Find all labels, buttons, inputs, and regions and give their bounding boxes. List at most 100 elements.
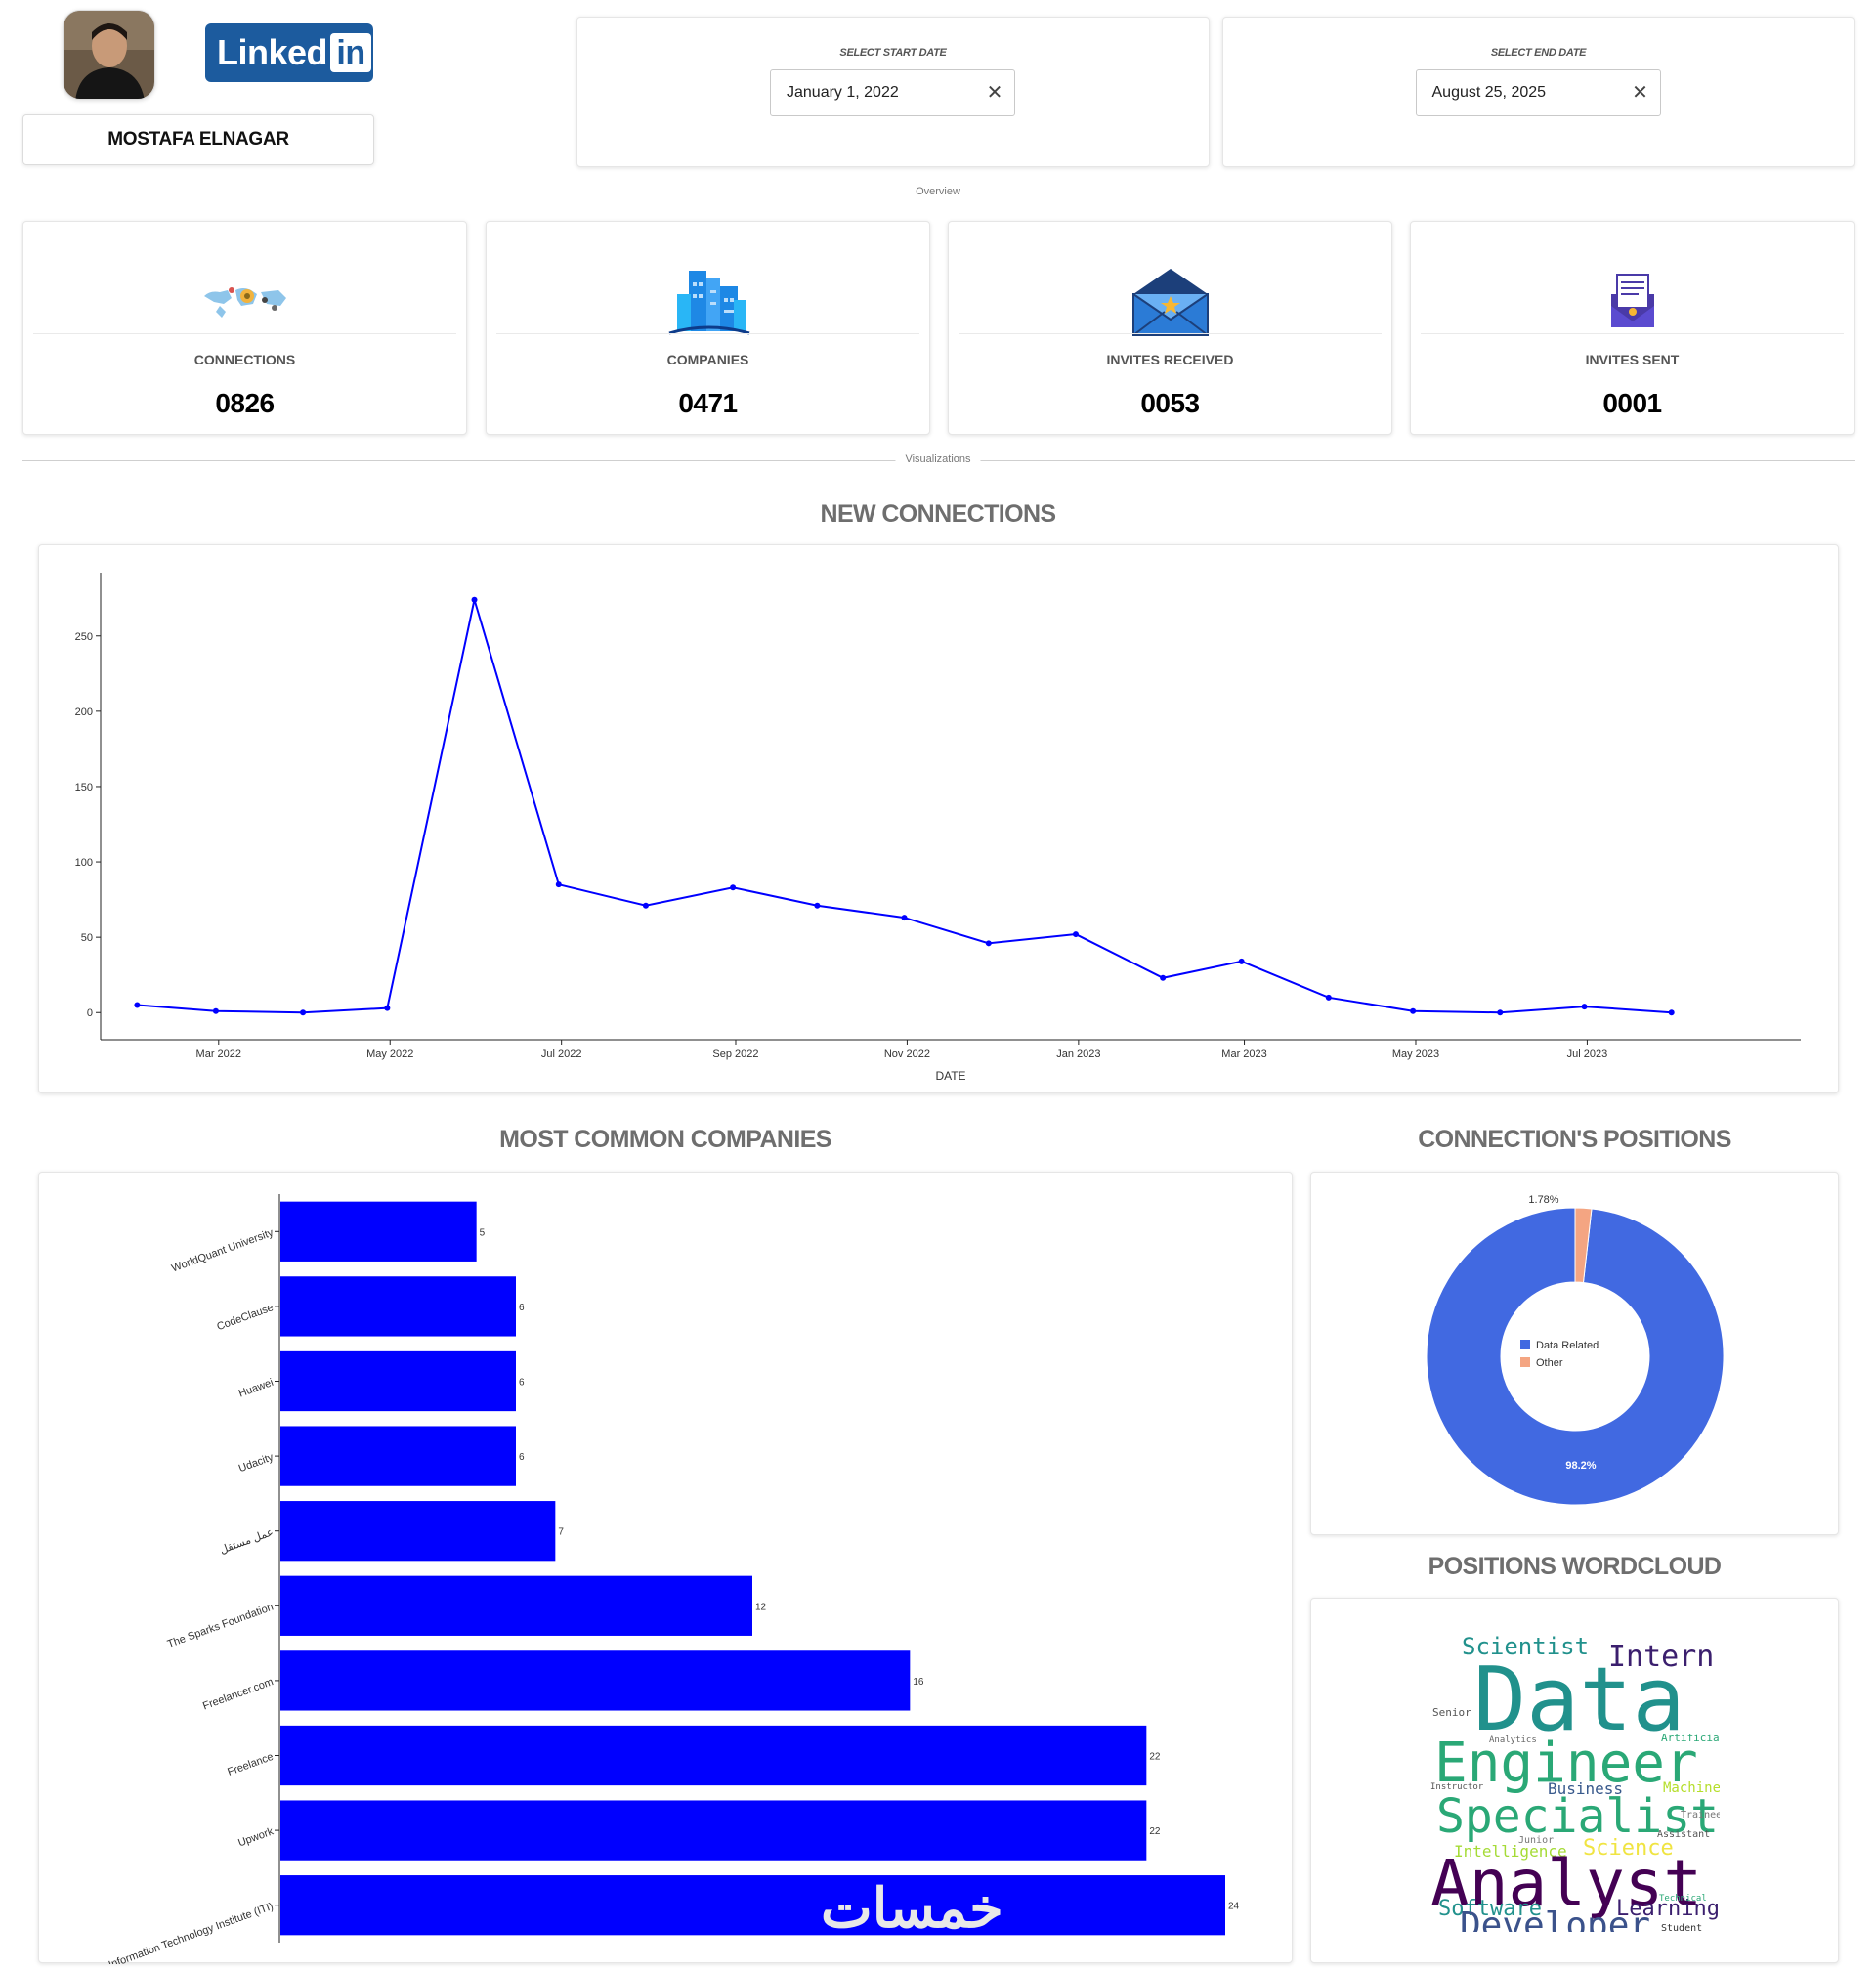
new-connections-chart-card: 0 50 100 150 200 250 Mar 2022 May 2022 Jul 2022 S…: [38, 544, 1839, 1093]
linkedin-logo-text: Linked: [217, 32, 328, 72]
wordcloud-word: Trainee: [1681, 1810, 1720, 1820]
clear-start-date-icon[interactable]: ✕: [986, 82, 1003, 104]
legend-label: Data Related: [1536, 1340, 1599, 1351]
company-bar: [280, 1725, 1147, 1786]
stat-label: INVITES SENT: [1585, 352, 1680, 367]
data-point: [212, 1007, 219, 1014]
stat-card-invites-received: INVITES RECEIVED 0053: [948, 221, 1392, 435]
bar-value-label: 5: [480, 1227, 486, 1238]
y-tick-label: 250: [75, 631, 93, 643]
data-point: [1160, 974, 1167, 981]
new-connections-title: NEW CONNECTIONS: [820, 500, 1056, 528]
visualizations-label: Visualizations: [895, 453, 981, 465]
new-connections-line: [137, 599, 1672, 1014]
profile-name: MOSTAFA ELNAGAR: [22, 114, 374, 165]
slice-label: 98.2%: [1565, 1460, 1596, 1472]
companies-chart-card: 5 WorldQuant University 6 CodeClause 6 Huawei…: [38, 1172, 1294, 1969]
data-point: [1581, 1004, 1588, 1010]
company-label: Huawei: [237, 1377, 276, 1400]
x-tick-label: Mar 2022: [196, 1049, 241, 1060]
wordcloud-word: Intelligence: [1454, 1842, 1567, 1861]
bar-value-label: 6: [519, 1303, 525, 1313]
wordcloud-word: Business: [1548, 1779, 1624, 1798]
wordcloud-word: Artificial: [1661, 1732, 1720, 1744]
positions-chart[interactable]: 98.2% 1.78% Data Related Other: [1311, 1173, 1840, 1536]
company-label: Information Technology Institute (ITI): [107, 1901, 276, 1964]
data-point: [471, 596, 478, 603]
legend-label: Other: [1536, 1357, 1563, 1369]
donut-slice: [1574, 1207, 1593, 1284]
bar-value-label: 12: [755, 1602, 767, 1612]
wordcloud-word: Machine: [1663, 1780, 1720, 1796]
company-bar: [280, 1575, 752, 1636]
overview-label: Overview: [906, 186, 970, 197]
wordcloud-word: Instructor: [1430, 1782, 1484, 1792]
stat-card-companies: COMPANIES 0471: [486, 221, 930, 435]
wordcloud-word: Scientist: [1462, 1635, 1590, 1660]
end-date-input[interactable]: August 25, 2025 ✕: [1415, 69, 1661, 116]
data-point: [730, 884, 737, 891]
y-tick-label: 200: [75, 706, 93, 718]
clear-end-date-icon[interactable]: ✕: [1632, 82, 1648, 104]
company-label: عمل مستقل: [219, 1526, 276, 1557]
linkedin-logo[interactable]: Linked in: [205, 23, 373, 82]
companies-chart[interactable]: 5 WorldQuant University 6 CodeClause 6 Huawei…: [39, 1173, 1294, 1969]
data-point: [1238, 958, 1245, 964]
wordcloud-word: Engineer: [1434, 1732, 1698, 1795]
x-axis-title: DATE: [935, 1069, 965, 1083]
bar-value-label: 6: [519, 1378, 525, 1389]
x-tick-label: Jan 2023: [1056, 1049, 1100, 1060]
start-date-label: SELECT START DATE: [839, 47, 947, 59]
company-bar: [280, 1201, 477, 1262]
y-tick-label: 100: [75, 857, 93, 869]
stat-label: CONNECTIONS: [193, 352, 296, 367]
data-point: [1668, 1009, 1675, 1016]
wordcloud-word: Assistant: [1657, 1829, 1711, 1840]
new-connections-chart[interactable]: 0 50 100 150 200 250 Mar 2022 May 2022 Jul 2022 S…: [39, 545, 1840, 1094]
profile-avatar: [63, 10, 155, 100]
end-date-label: SELECT END DATE: [1490, 47, 1587, 59]
start-date-input[interactable]: January 1, 2022 ✕: [770, 69, 1015, 116]
positions-chart-card: 98.2% 1.78% Data Related Other: [1310, 1172, 1839, 1535]
y-tick-label: 50: [81, 932, 93, 944]
bar-value-label: 22: [1149, 1752, 1161, 1763]
bar-value-label: 22: [1149, 1826, 1161, 1837]
data-point: [300, 1009, 307, 1016]
stat-divider: [33, 333, 456, 334]
wordcloud-word: Analyst: [1430, 1846, 1703, 1921]
stat-value: 0471: [678, 388, 738, 418]
company-label: CodeClause: [215, 1302, 275, 1333]
wordcloud-word: Learning: [1616, 1897, 1720, 1921]
wordcloud-word: Software: [1438, 1897, 1542, 1921]
wordcloud-card: Scientist Intern Data Engineer Specialis…: [1310, 1598, 1839, 1963]
company-bar: [280, 1426, 516, 1486]
envelope-star-icon: [1131, 269, 1209, 336]
company-label: Upwork: [236, 1825, 276, 1849]
stat-divider: [959, 333, 1382, 334]
data-point: [642, 902, 649, 909]
company-label: Freelance: [226, 1751, 275, 1778]
data-point: [985, 940, 992, 947]
y-tick-label: 0: [87, 1007, 93, 1019]
data-point: [1410, 1007, 1417, 1014]
wordcloud-word: Developer: [1460, 1905, 1651, 1933]
watermark: خمسات: [821, 1877, 1003, 1939]
start-date-value: January 1, 2022: [787, 84, 899, 101]
wordcloud-word: Student: [1661, 1923, 1703, 1933]
wordcloud-word: Data: [1473, 1648, 1685, 1751]
wordcloud-word: Science: [1583, 1836, 1674, 1861]
stat-value: 0053: [1140, 388, 1200, 418]
stat-value: 0826: [215, 388, 275, 418]
stat-divider: [496, 333, 919, 334]
wordcloud-word: Technical: [1659, 1894, 1707, 1904]
end-date-card: SELECT END DATE August 25, 2025 ✕: [1222, 17, 1855, 167]
company-bar: [280, 1650, 911, 1711]
data-point: [901, 915, 908, 921]
legend-swatch: [1520, 1340, 1530, 1349]
data-point: [555, 881, 562, 888]
world-map-icon: [203, 287, 286, 318]
stat-divider: [1421, 333, 1844, 334]
stat-card-invites-sent: INVITES SENT 0001: [1410, 221, 1855, 435]
x-tick-label: Jul 2022: [541, 1049, 582, 1060]
x-tick-label: Mar 2023: [1221, 1049, 1266, 1060]
